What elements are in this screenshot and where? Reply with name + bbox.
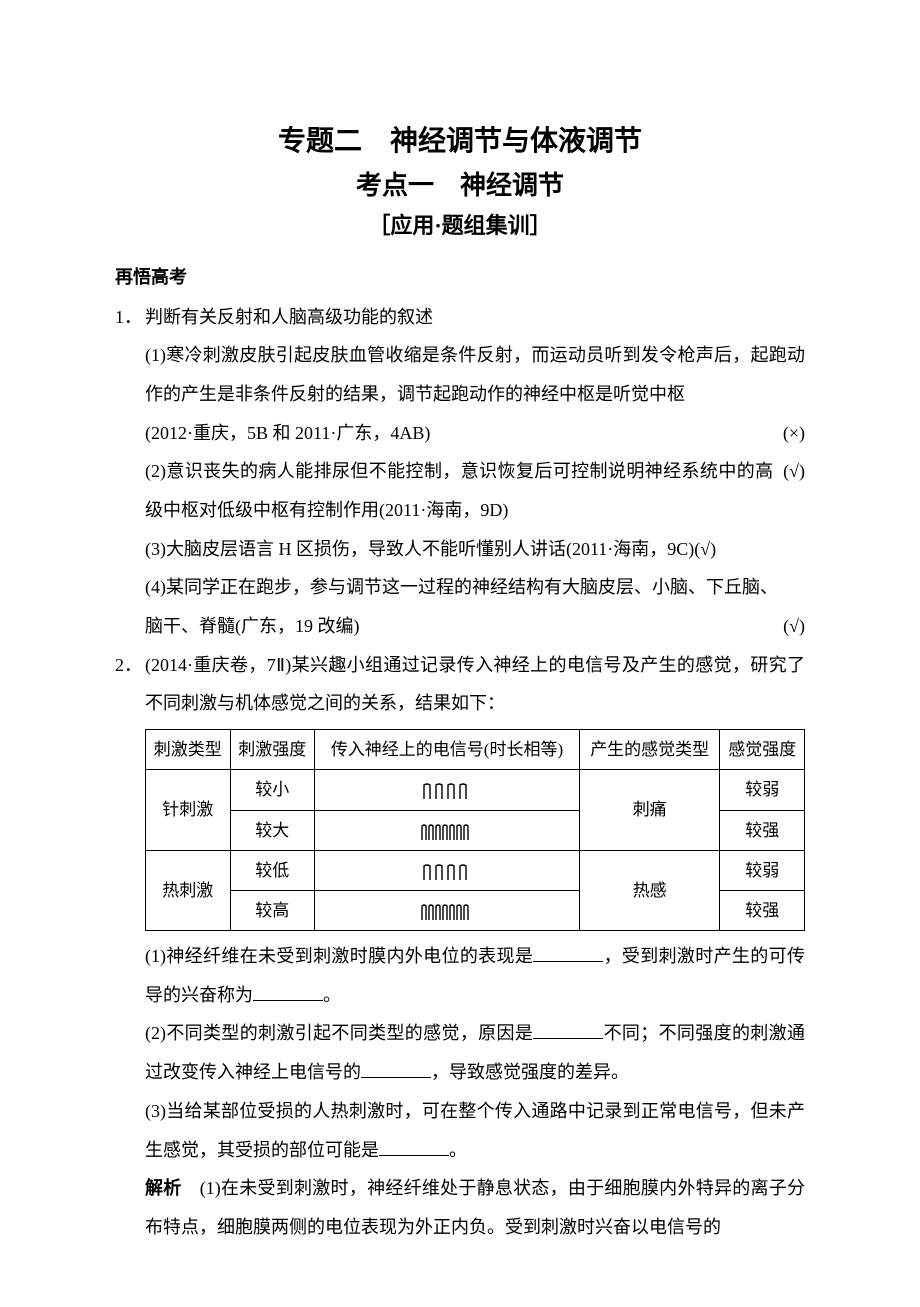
q1-s1a: (1)寒冷刺激皮肤引起皮肤血管收缩是条件反射，而运动员听到发令枪声后，起跑动作的… <box>145 336 805 413</box>
q1-s4a: (4)某同学正在跑步，参与调节这一过程的神经结构有大脑皮层、小脑、下丘脑、 <box>145 568 805 607</box>
q2-p1: (1)神经纤维在未受到刺激时膜内外电位的表现是，受到刺激时产生的可传导的兴奋称为… <box>145 937 805 1014</box>
table-row: 热刺激 较低 热感 较弱 <box>146 850 805 890</box>
cell-wave <box>315 770 580 810</box>
q1-s1b-right: (×) <box>773 414 805 453</box>
question-body: (2014·重庆卷，7Ⅱ)某兴趣小组通过记录传入神经上的电信号及产生的感觉，研究… <box>145 646 805 1247</box>
q2-p3: (3)当给某部位受损的人热刺激时，可在整个传入通路中记录到正常电信号，但未产生感… <box>145 1092 805 1169</box>
text: (2)不同类型的刺激引起不同类型的感觉，原因是 <box>145 1023 533 1043</box>
q1-s4b-left: 脑干、脊髓(广东，19 改编) <box>145 607 773 646</box>
cell-strength: 较强 <box>720 810 805 850</box>
text: 。 <box>449 1140 467 1160</box>
th-strength: 感觉强度 <box>720 730 805 770</box>
q1-lead: 判断有关反射和人脑高级功能的叙述 <box>145 298 805 337</box>
answer-text: (1)在未受到刺激时，神经纤维处于静息状态，由于细胞膜内外特异的离子分布特点，细… <box>145 1178 805 1237</box>
section-heading: 再悟高考 <box>115 258 805 298</box>
th-sense: 产生的感觉类型 <box>579 730 720 770</box>
wave-small-icon <box>422 781 472 801</box>
cell-intensity: 较高 <box>230 890 315 930</box>
cell-intensity: 较小 <box>230 770 315 810</box>
cell-intensity: 较低 <box>230 850 315 890</box>
q1-s2-right: (√) <box>773 452 805 529</box>
q2-lead: (2014·重庆卷，7Ⅱ)某兴趣小组通过记录传入神经上的电信号及产生的感觉，研究… <box>145 646 805 723</box>
q1-s4b-right: (√) <box>773 607 805 646</box>
text: (1)神经纤维在未受到刺激时膜内外电位的表现是 <box>145 946 533 966</box>
q1-s3: (3)大脑皮层语言 H 区损伤，导致人不能听懂别人讲话(2011·海南，9C)(… <box>145 530 805 569</box>
q2-answer: 解析 (1)在未受到刺激时，神经纤维处于静息状态，由于细胞膜内外特异的离子分布特… <box>145 1169 805 1246</box>
cell-strength: 较强 <box>720 890 805 930</box>
wave-large-icon <box>420 902 474 922</box>
blank <box>361 1059 431 1078</box>
q1-s1b: (2012·重庆，5B 和 2011·广东，4AB) (×) <box>145 414 805 453</box>
cell-wave <box>315 850 580 890</box>
th-signal: 传入神经上的电信号(时长相等) <box>315 730 580 770</box>
page: 专题二 神经调节与体液调节 考点一 神经调节 ［应用·题组集训］ 再悟高考 1．… <box>0 0 920 1307</box>
title-main: 专题二 神经调节与体液调节 <box>115 120 805 165</box>
blank <box>533 943 603 962</box>
question-number: 1． <box>115 298 145 646</box>
table-row: 针刺激 较小 刺痛 较弱 <box>146 770 805 810</box>
q1-s2-left: (2)意识丧失的病人能排尿但不能控制，意识恢复后可控制说明神经系统中的高级中枢对… <box>145 452 773 529</box>
blank <box>379 1137 449 1156</box>
text: 。 <box>323 985 341 1005</box>
th-intensity: 刺激强度 <box>230 730 315 770</box>
question-1: 1． 判断有关反射和人脑高级功能的叙述 (1)寒冷刺激皮肤引起皮肤血管收缩是条件… <box>115 298 805 646</box>
cell-type: 热刺激 <box>146 850 231 930</box>
q2-p2: (2)不同类型的刺激引起不同类型的感觉，原因是不同；不同强度的刺激通过改变传入神… <box>145 1014 805 1091</box>
th-type: 刺激类型 <box>146 730 231 770</box>
blank <box>533 1020 603 1039</box>
question-number: 2． <box>115 646 145 1247</box>
cell-strength: 较弱 <box>720 850 805 890</box>
q1-s1b-left: (2012·重庆，5B 和 2011·广东，4AB) <box>145 414 773 453</box>
question-body: 判断有关反射和人脑高级功能的叙述 (1)寒冷刺激皮肤引起皮肤血管收缩是条件反射，… <box>145 298 805 646</box>
blank <box>253 982 323 1001</box>
q1-s2: (2)意识丧失的病人能排尿但不能控制，意识恢复后可控制说明神经系统中的高级中枢对… <box>145 452 805 529</box>
cell-type: 针刺激 <box>146 770 231 850</box>
cell-wave <box>315 890 580 930</box>
cell-sense: 刺痛 <box>579 770 720 850</box>
answer-label: 解析 <box>145 1178 182 1198</box>
title-bracket: ［应用·题组集训］ <box>115 206 805 246</box>
stimulus-table: 刺激类型 刺激强度 传入神经上的电信号(时长相等) 产生的感觉类型 感觉强度 针… <box>145 729 805 931</box>
wave-small-icon <box>422 862 472 882</box>
text: ，导致感觉强度的差异。 <box>431 1062 629 1082</box>
cell-strength: 较弱 <box>720 770 805 810</box>
cell-intensity: 较大 <box>230 810 315 850</box>
question-2: 2． (2014·重庆卷，7Ⅱ)某兴趣小组通过记录传入神经上的电信号及产生的感觉… <box>115 646 805 1247</box>
q1-s4b: 脑干、脊髓(广东，19 改编) (√) <box>145 607 805 646</box>
cell-wave <box>315 810 580 850</box>
table-header-row: 刺激类型 刺激强度 传入神经上的电信号(时长相等) 产生的感觉类型 感觉强度 <box>146 730 805 770</box>
wave-large-icon <box>420 822 474 842</box>
title-sub: 考点一 神经调节 <box>115 165 805 207</box>
text: (3)当给某部位受损的人热刺激时，可在整个传入通路中记录到正常电信号，但未产生感… <box>145 1101 805 1160</box>
cell-sense: 热感 <box>579 850 720 930</box>
